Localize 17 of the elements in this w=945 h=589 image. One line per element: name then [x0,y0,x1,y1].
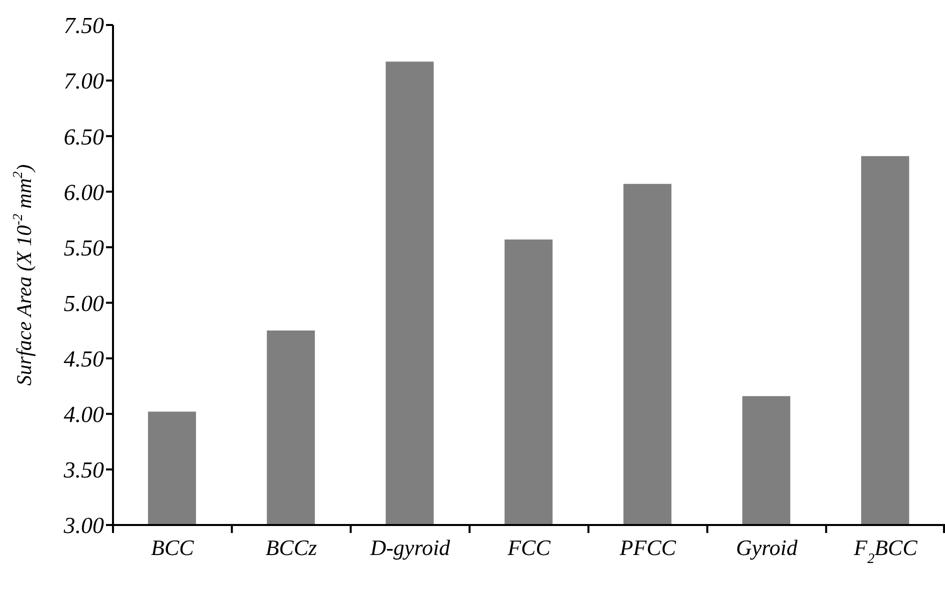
x-tick-label: BCCz [266,535,318,560]
y-tick-label: 5.00 [64,290,104,316]
y-tick-label: 4.50 [64,346,104,372]
x-tick-label: PFCC [618,535,676,560]
x-tick-label: FCC [506,535,551,560]
x-tick-label: Gyroid [736,535,798,560]
y-tick-label: 6.00 [64,180,104,205]
y-tick-label: 3.00 [62,513,104,538]
y-tick-label: 6.50 [64,124,104,150]
y-tick-label: 7.00 [64,68,104,94]
x-tick-label: F$_{2}$BCC [852,535,918,567]
y-tick-label: 3.50 [62,458,104,483]
x-tick-label: D-gyroid [369,535,452,560]
y-tick-label: 5.50 [64,235,104,260]
y-tick-label: 7.50 [64,13,104,38]
y-tick-label: 4.00 [64,402,104,428]
x-tick-label: BCC [151,535,194,560]
